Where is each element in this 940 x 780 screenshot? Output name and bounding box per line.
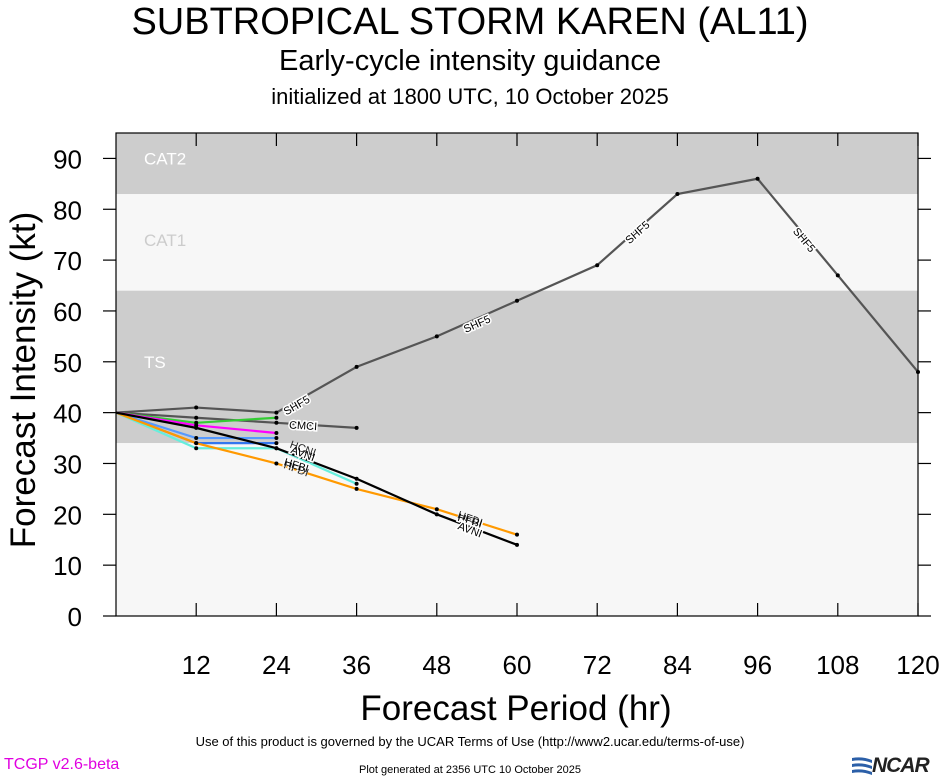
- x-tick-label: 108: [816, 650, 859, 680]
- ncar-logo-mark: [852, 757, 872, 775]
- series-points: [194, 176, 920, 547]
- x-tick-label: 12: [182, 650, 211, 680]
- data-point-avni: [354, 476, 359, 481]
- series-line-hfbi: [115, 411, 518, 536]
- series-line-series-6: [115, 411, 358, 485]
- series-label-cmci: CMCI: [289, 419, 318, 433]
- band-label-cat1: CAT1: [144, 231, 186, 250]
- data-point-hfbi: [194, 441, 199, 446]
- data-point-shf5: [434, 334, 439, 339]
- intensity-bands: [116, 133, 918, 616]
- data-point-cmci: [194, 415, 199, 420]
- data-point-shf5: [675, 192, 680, 197]
- y-tick-label: 10: [53, 551, 82, 581]
- terms-of-use-note: Use of this product is governed by the U…: [195, 734, 745, 749]
- data-point-series-4: [194, 436, 199, 441]
- y-tick-labels: 0 10 20 30 40 50 60 70 80 90: [53, 144, 82, 632]
- data-point-hfbi: [434, 507, 439, 512]
- chart-subtitle: Early-cycle intensity guidance: [278, 45, 661, 77]
- data-point-avni: [194, 425, 199, 430]
- data-point-series-3: [274, 430, 279, 435]
- x-tick-label: 60: [503, 650, 532, 680]
- ncar-logo-text: NCAR: [872, 754, 930, 777]
- data-point-series-2: [274, 415, 279, 420]
- x-axis-label: Forecast Period (hr): [360, 689, 671, 728]
- x-tick-label: 96: [743, 650, 772, 680]
- generated-time: Plot generated at 2356 UTC 10 October 20…: [359, 764, 581, 776]
- chart-title: SUBTROPICAL STORM KAREN (AL11): [131, 1, 809, 43]
- x-tick-label: 120: [896, 650, 939, 680]
- y-tick-label: 20: [53, 500, 82, 530]
- y-tick-label: 50: [53, 348, 82, 378]
- data-point-shf5: [274, 410, 279, 415]
- band-label-ts: TS: [144, 353, 166, 372]
- data-point-hfbi: [354, 486, 359, 491]
- data-point-shf5: [515, 298, 519, 303]
- y-tick-label: 80: [53, 195, 82, 225]
- data-point-hfbi: [274, 461, 279, 466]
- data-point-cmci: [354, 425, 359, 430]
- data-point-shf5: [755, 176, 760, 181]
- band-labels: TS CAT1 CAT2: [144, 149, 186, 371]
- init-time-line: initialized at 1800 UTC, 10 October 2025: [271, 84, 669, 109]
- band-below-ts: [116, 443, 918, 616]
- y-tick-label: 30: [53, 449, 82, 479]
- x-tick-label: 48: [422, 650, 451, 680]
- data-point-series-5: [274, 441, 279, 446]
- y-tick-label: 60: [53, 297, 82, 327]
- data-point-avni: [515, 542, 519, 547]
- data-point-cmci: [274, 420, 279, 425]
- data-point-series-6: [354, 481, 359, 486]
- band-ts: [116, 290, 918, 444]
- y-tick-label: 40: [53, 399, 82, 429]
- data-point-avni: [434, 512, 439, 517]
- data-point-shf5: [595, 263, 600, 268]
- y-tick-label: 70: [53, 246, 82, 276]
- x-tick-label: 24: [262, 650, 291, 680]
- data-point-shf5: [354, 364, 359, 369]
- x-tick-label: 36: [342, 650, 371, 680]
- series-line-avni: [115, 411, 518, 546]
- version-label: TCGP v2.6-beta: [4, 756, 120, 773]
- data-point-shf5: [194, 405, 199, 410]
- ncar-logo: NCAR: [850, 752, 940, 780]
- data-point-series-6: [194, 446, 199, 451]
- y-tick-label: 90: [53, 144, 82, 174]
- x-tick-labels: 12 24 36 48 60 72 84 96 108 120: [182, 650, 940, 680]
- data-point-shf5: [835, 273, 840, 278]
- x-tick-label: 84: [663, 650, 692, 680]
- data-point-series-4: [274, 436, 279, 441]
- x-tick-label: 72: [583, 650, 612, 680]
- y-axis-label: Forecast Intensity (kt): [4, 212, 43, 548]
- axis-ticks: [103, 133, 931, 617]
- y-tick-label: 0: [68, 602, 82, 632]
- data-point-avni: [274, 446, 279, 451]
- data-point-hfbi: [515, 532, 519, 537]
- band-label-cat2: CAT2: [144, 149, 186, 168]
